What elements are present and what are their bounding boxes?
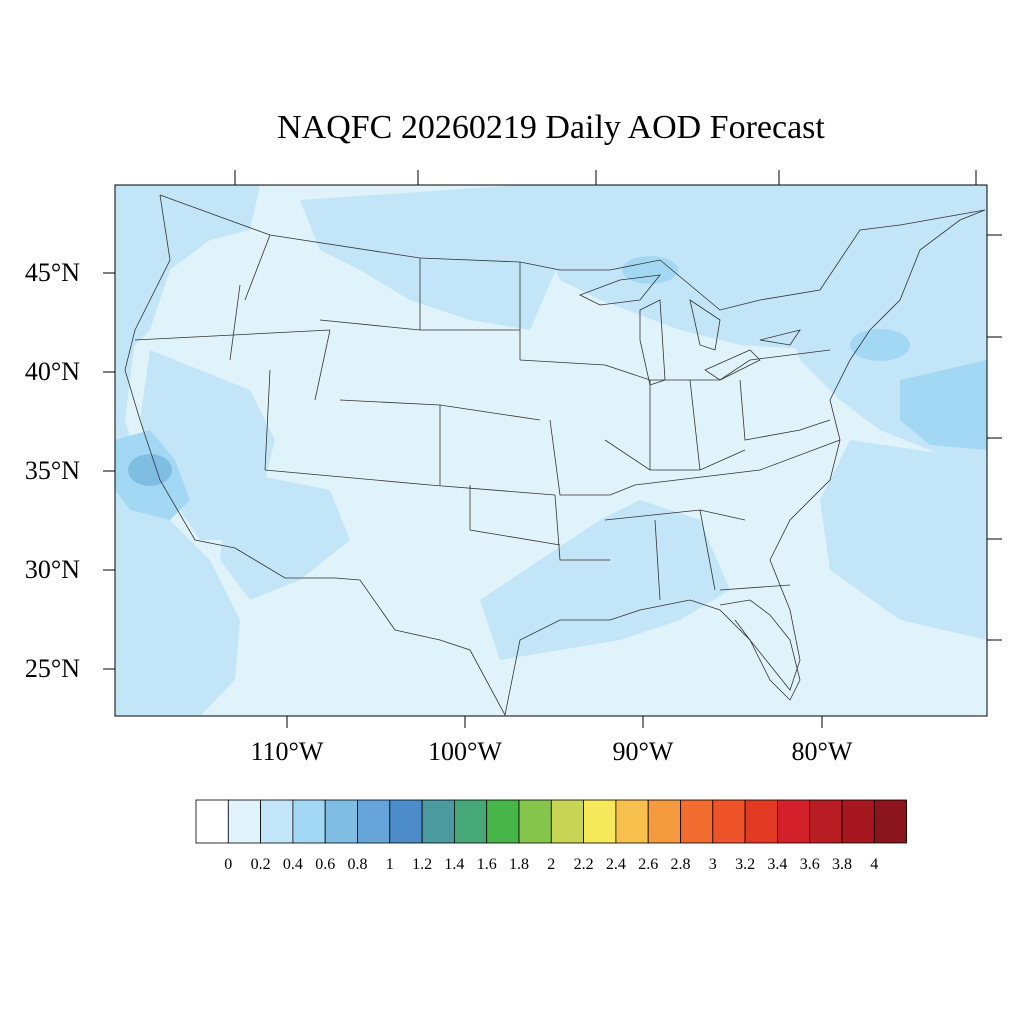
colorbar-swatch bbox=[647, 799, 681, 844]
colorbar-swatch bbox=[260, 799, 294, 844]
lon-label-80w: 80°W bbox=[791, 737, 853, 766]
colorbar-swatch bbox=[841, 799, 875, 844]
canada-border bbox=[159, 194, 986, 311]
colorbar-tick-label: 1 bbox=[385, 856, 394, 873]
colorbar-swatch bbox=[518, 799, 552, 844]
colorbar-swatch bbox=[744, 799, 778, 844]
aod-region-northeast-high bbox=[850, 329, 910, 361]
colorbar-swatch bbox=[680, 799, 714, 844]
state-lines bbox=[134, 234, 841, 601]
aod-region-california-max bbox=[128, 454, 172, 486]
colorbar-tick-label: 1.4 bbox=[444, 856, 465, 873]
map-title: NAQFC 20260219 Daily AOD Forecast bbox=[277, 109, 825, 146]
colorbar-swatch bbox=[357, 799, 391, 844]
aod-region-southwest bbox=[220, 470, 350, 600]
colorbar-swatch bbox=[486, 799, 520, 844]
colorbar-tick-label: 3.6 bbox=[799, 856, 820, 873]
aod-region-atlantic-high bbox=[900, 360, 987, 450]
lon-label-90w: 90°W bbox=[612, 737, 674, 766]
lat-label-30: 30°N bbox=[24, 555, 80, 584]
colorbar-swatch bbox=[809, 799, 843, 844]
colorbar bbox=[195, 799, 907, 844]
lat-label-45: 45°N bbox=[24, 258, 80, 287]
florida bbox=[719, 599, 801, 701]
lat-label-35: 35°N bbox=[24, 456, 80, 485]
colorbar-swatch bbox=[195, 799, 229, 844]
colorbar-tick-label: 3.4 bbox=[767, 856, 788, 873]
colorbar-swatch bbox=[712, 799, 746, 844]
lon-label-100w: 100°W bbox=[428, 737, 502, 766]
colorbar-swatch bbox=[453, 799, 488, 844]
colorbar-swatch bbox=[777, 799, 811, 844]
colorbar-tick-label: 2 bbox=[547, 856, 556, 873]
us-outline bbox=[124, 194, 986, 716]
colorbar-swatch bbox=[324, 799, 358, 844]
aod-region-pacific-northwest bbox=[115, 185, 260, 350]
colorbar-swatch bbox=[292, 799, 326, 844]
aod-field bbox=[115, 185, 987, 716]
aod-region-great-lakes-high bbox=[622, 256, 678, 284]
boundaries bbox=[124, 194, 986, 716]
aod-region-pacific-offshore bbox=[115, 185, 240, 716]
colorbar-tick-label: 2.6 bbox=[638, 856, 659, 873]
colorbar-swatch bbox=[389, 799, 423, 844]
colorbar-swatch bbox=[873, 799, 907, 844]
colorbar-tick-label: 3.2 bbox=[735, 856, 756, 873]
aod-region-atlantic-offshore bbox=[820, 440, 987, 640]
colorbar-tick-label: 0.4 bbox=[282, 856, 303, 873]
colorbar-tick-label: 0.6 bbox=[315, 856, 336, 873]
colorbar-tick-label: 0.2 bbox=[250, 856, 271, 873]
colorbar-tick-label: 1.8 bbox=[509, 856, 529, 873]
colorbar-swatch bbox=[550, 799, 584, 844]
aod-region-northern-plains bbox=[300, 185, 560, 330]
colorbar-tick-label: 2.4 bbox=[605, 856, 626, 873]
colorbar-tick-label: 2.8 bbox=[670, 856, 691, 873]
colorbar-tick-label: 1.6 bbox=[476, 856, 497, 873]
colorbar-tick-label: 3.8 bbox=[832, 856, 852, 873]
colorbar-tick-label: 2.2 bbox=[573, 856, 594, 873]
colorbar-tick-label: 4 bbox=[870, 856, 879, 873]
tick-marks bbox=[103, 170, 1002, 728]
colorbar-swatch bbox=[227, 799, 262, 844]
colorbar-swatch bbox=[615, 799, 649, 844]
lon-label-110w: 110°W bbox=[250, 737, 324, 766]
colorbar-tick-label: 0 bbox=[224, 856, 233, 873]
lat-label-40: 40°N bbox=[24, 357, 80, 386]
aod-region-gulf-coast bbox=[480, 500, 730, 660]
lat-label-25: 25°N bbox=[24, 654, 80, 683]
colorbar-swatch bbox=[421, 799, 455, 844]
great-lakes bbox=[579, 274, 801, 386]
colorbar-tick-label: 3 bbox=[708, 856, 717, 873]
colorbar-tick-label: 0.8 bbox=[347, 856, 368, 873]
map-frame bbox=[114, 184, 988, 717]
colorbar-swatch bbox=[583, 799, 617, 844]
colorbar-tick-label: 1.2 bbox=[412, 856, 433, 873]
